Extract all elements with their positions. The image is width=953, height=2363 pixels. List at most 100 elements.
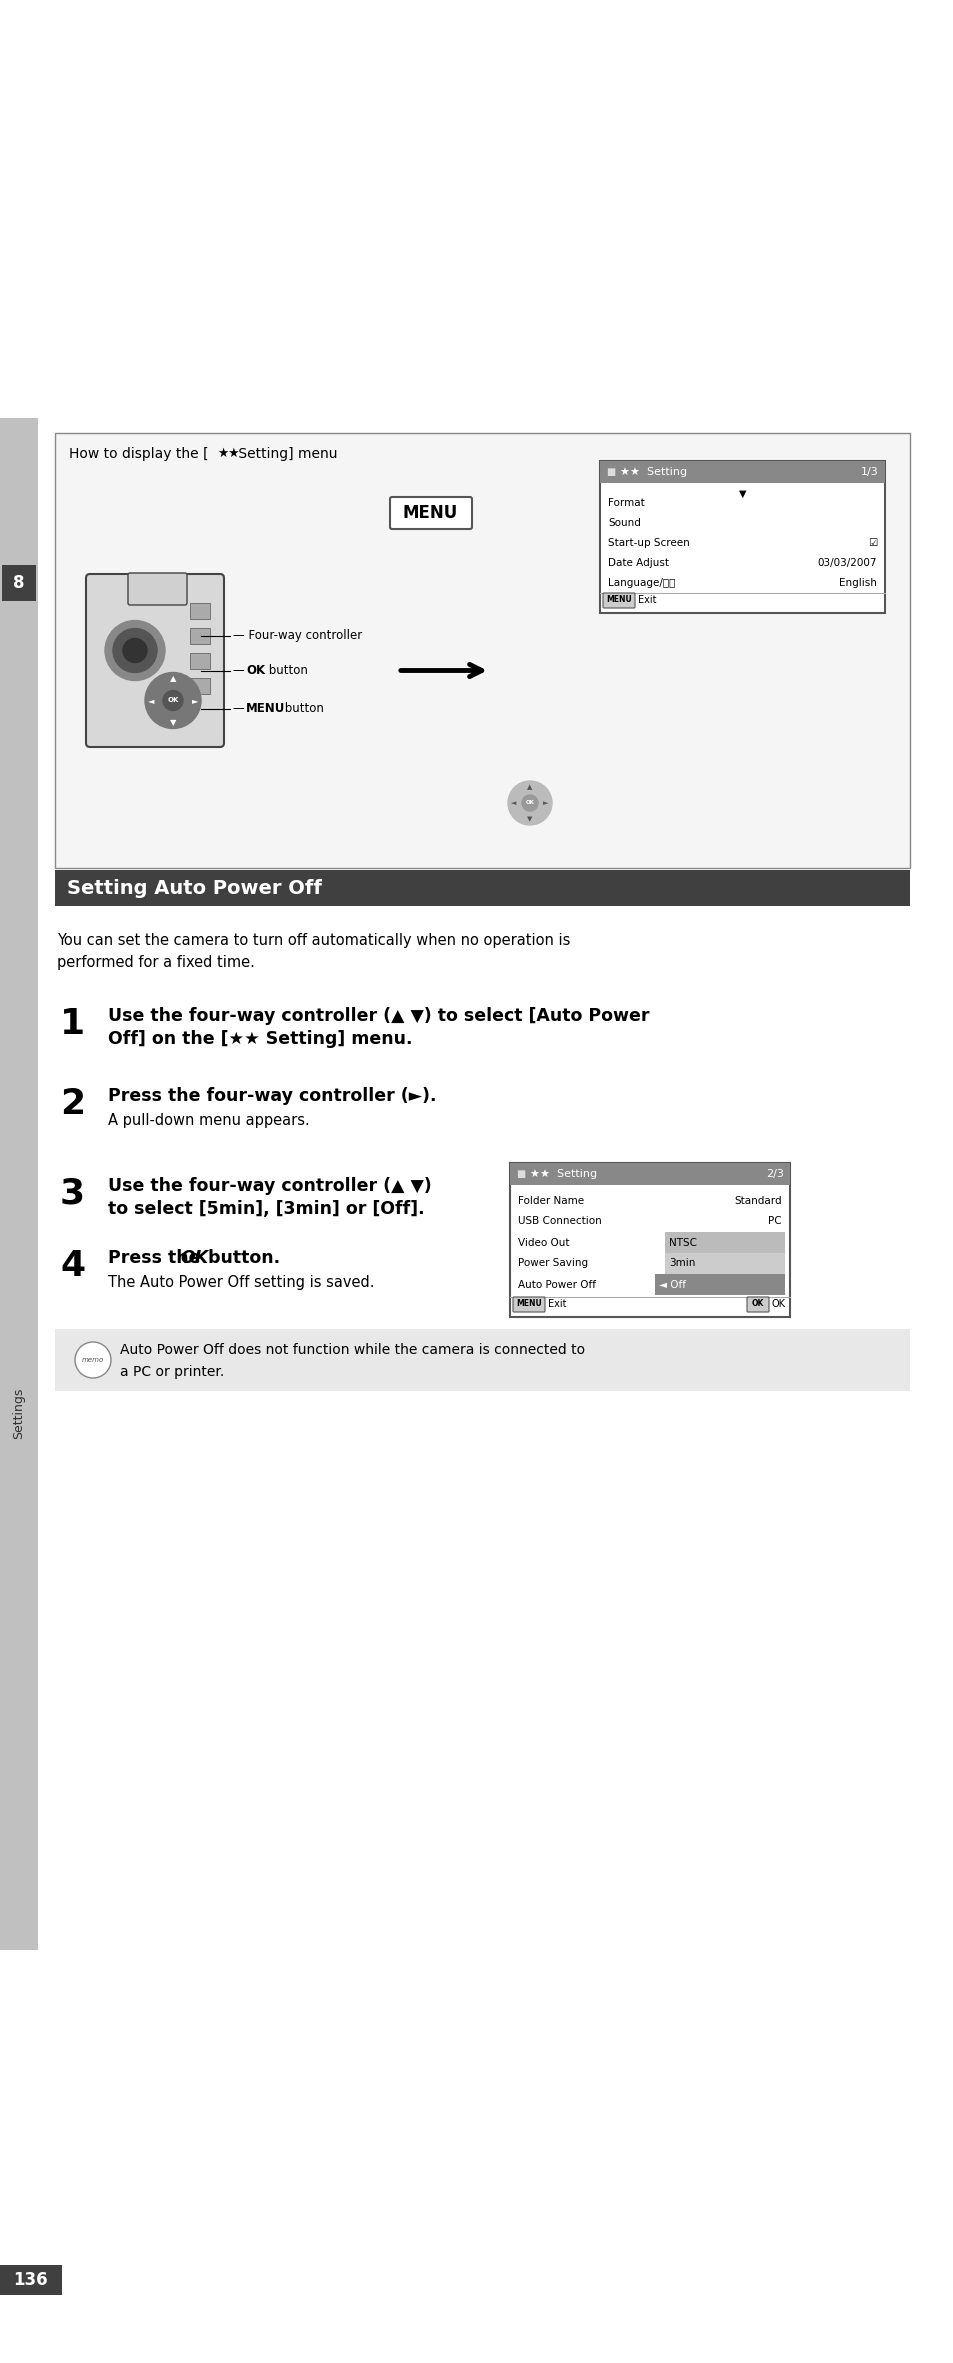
- Text: MENU: MENU: [246, 702, 285, 716]
- Text: button: button: [265, 664, 308, 678]
- Circle shape: [75, 1342, 111, 1378]
- Text: MENU: MENU: [605, 595, 631, 605]
- Bar: [190, 629, 210, 643]
- Text: 2/3: 2/3: [765, 1170, 783, 1179]
- Text: Setting Auto Power Off: Setting Auto Power Off: [67, 879, 321, 898]
- Text: ◄: ◄: [148, 697, 154, 704]
- FancyBboxPatch shape: [86, 574, 224, 747]
- Circle shape: [112, 629, 157, 673]
- FancyBboxPatch shape: [390, 496, 472, 529]
- Text: — Four-way controller: — Four-way controller: [233, 629, 362, 643]
- Text: 3: 3: [60, 1177, 85, 1210]
- Text: a PC or printer.: a PC or printer.: [120, 1366, 224, 1380]
- Bar: [55, 432, 909, 867]
- Text: Setting] menu: Setting] menu: [233, 447, 337, 461]
- Text: ▼: ▼: [527, 815, 532, 822]
- Bar: [190, 652, 210, 669]
- Bar: [599, 461, 884, 482]
- Bar: [55, 870, 909, 905]
- Bar: [55, 1328, 909, 1392]
- Text: Exit: Exit: [547, 1300, 566, 1309]
- Text: The Auto Power Off setting is saved.: The Auto Power Off setting is saved.: [108, 1276, 375, 1290]
- Bar: [510, 1163, 789, 1316]
- Text: 03/03/2007: 03/03/2007: [817, 558, 876, 567]
- Text: OK: OK: [751, 1300, 763, 1309]
- Text: 136: 136: [13, 2271, 49, 2290]
- Text: Off] on the [★★ Setting] menu.: Off] on the [★★ Setting] menu.: [108, 1030, 412, 1049]
- Text: ★★  Setting: ★★ Setting: [530, 1170, 597, 1179]
- Bar: [190, 603, 210, 619]
- Circle shape: [163, 690, 183, 711]
- Circle shape: [521, 794, 537, 811]
- Text: ◄ Off: ◄ Off: [659, 1278, 685, 1290]
- Text: OK: OK: [180, 1250, 208, 1267]
- Bar: [510, 1163, 789, 1184]
- FancyBboxPatch shape: [746, 1297, 768, 1311]
- Text: ►: ►: [192, 697, 198, 704]
- Text: 1: 1: [60, 1007, 85, 1042]
- Text: 2: 2: [60, 1087, 85, 1120]
- Text: OK: OK: [167, 697, 178, 704]
- Text: ▲: ▲: [527, 785, 532, 789]
- Text: NTSC: NTSC: [668, 1238, 697, 1248]
- Text: Standard: Standard: [734, 1196, 781, 1205]
- Text: ►: ►: [543, 801, 548, 806]
- Text: Format: Format: [607, 499, 644, 508]
- Text: PC: PC: [767, 1217, 781, 1226]
- Text: to select [5min], [3min] or [Off].: to select [5min], [3min] or [Off].: [108, 1200, 424, 1217]
- Bar: [190, 678, 210, 692]
- Bar: [664, 1252, 784, 1274]
- FancyBboxPatch shape: [513, 1297, 544, 1311]
- Bar: [655, 1274, 784, 1295]
- FancyBboxPatch shape: [128, 572, 187, 605]
- Text: —: —: [233, 664, 248, 678]
- Text: Power Saving: Power Saving: [517, 1259, 587, 1269]
- Text: Folder Name: Folder Name: [517, 1196, 583, 1205]
- Text: button.: button.: [202, 1250, 280, 1267]
- Text: Press the four-way controller (►).: Press the four-way controller (►).: [108, 1087, 436, 1106]
- Circle shape: [123, 638, 147, 662]
- Text: 1/3: 1/3: [861, 468, 878, 477]
- Bar: [0, 418, 38, 1949]
- Text: memo: memo: [82, 1356, 104, 1363]
- Text: Date Adjust: Date Adjust: [607, 558, 668, 567]
- Text: ★★: ★★: [216, 447, 239, 461]
- Bar: [599, 461, 884, 612]
- Circle shape: [507, 782, 552, 825]
- Text: A pull-down menu appears.: A pull-down menu appears.: [108, 1113, 310, 1127]
- Circle shape: [105, 621, 165, 681]
- Text: Exit: Exit: [638, 595, 656, 605]
- Text: ▼: ▼: [738, 489, 745, 499]
- Text: ★★  Setting: ★★ Setting: [619, 468, 686, 477]
- Text: Auto Power Off: Auto Power Off: [517, 1278, 596, 1290]
- Text: ▲: ▲: [170, 673, 176, 683]
- Text: MENU: MENU: [402, 503, 457, 522]
- FancyBboxPatch shape: [602, 593, 635, 607]
- Text: Start-up Screen: Start-up Screen: [607, 539, 689, 548]
- Text: English: English: [839, 579, 876, 588]
- Text: 8: 8: [13, 574, 25, 593]
- Text: Auto Power Off does not function while the camera is connected to: Auto Power Off does not function while t…: [120, 1342, 584, 1356]
- Bar: [0, 2266, 62, 2294]
- Text: ◄: ◄: [511, 801, 517, 806]
- Text: Use the four-way controller (▲ ▼) to select [Auto Power: Use the four-way controller (▲ ▼) to sel…: [108, 1007, 649, 1026]
- Text: performed for a fixed time.: performed for a fixed time.: [57, 955, 254, 969]
- Text: —: —: [233, 702, 248, 716]
- Text: ■: ■: [516, 1170, 525, 1179]
- Text: You can set the camera to turn off automatically when no operation is: You can set the camera to turn off autom…: [57, 933, 570, 948]
- Text: USB Connection: USB Connection: [517, 1217, 601, 1226]
- Text: 3min: 3min: [668, 1259, 695, 1269]
- Text: Language/言語: Language/言語: [607, 579, 675, 588]
- Text: OK: OK: [246, 664, 265, 678]
- Circle shape: [145, 673, 201, 728]
- Bar: [2, 565, 36, 600]
- Text: Use the four-way controller (▲ ▼): Use the four-way controller (▲ ▼): [108, 1177, 432, 1196]
- Text: Press the: Press the: [108, 1250, 206, 1267]
- Text: Video Out: Video Out: [517, 1238, 569, 1248]
- Text: OK: OK: [771, 1300, 785, 1309]
- Text: ☑: ☑: [867, 539, 876, 548]
- Text: Settings: Settings: [12, 1387, 26, 1439]
- Text: MENU: MENU: [516, 1300, 541, 1309]
- Bar: [664, 1231, 784, 1252]
- Text: Sound: Sound: [607, 517, 640, 527]
